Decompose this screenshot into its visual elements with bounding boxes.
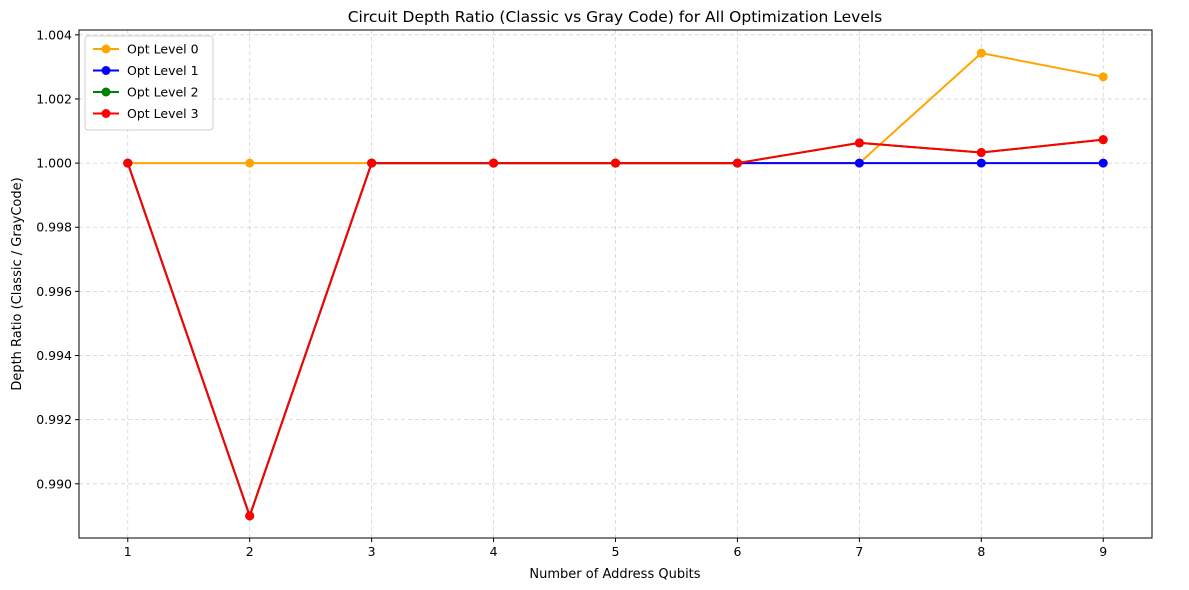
y-tick-label: 0.996 [36,284,72,299]
legend-label: Opt Level 2 [127,85,199,100]
legend-item: Opt Level 0 [93,42,199,57]
y-axis-ticks: 0.990 0.992 0.994 0.996 0.998 1.000 1.002 1.004 [36,27,79,491]
data-point [123,158,133,168]
x-axis-label: Number of Address Qubits [529,567,700,582]
legend-marker [101,66,111,75]
chart-title: Circuit Depth Ratio (Classic vs Gray Cod… [348,8,883,26]
y-tick-label: 0.990 [36,476,72,491]
y-tick-label: 1.004 [36,27,72,42]
data-point [854,138,864,148]
data-point [611,158,620,168]
y-tick-label: 1.000 [36,156,72,171]
legend-box [84,35,214,131]
x-tick-label: 3 [368,544,376,559]
series-opt-level-3 [123,135,1108,521]
data-point [976,158,986,168]
legend-marker [101,109,111,118]
y-tick-label: 1.002 [36,91,72,106]
legend-item: Opt Level 2 [93,85,199,100]
x-tick-label: 1 [124,544,132,559]
data-point [367,158,377,168]
x-tick-label: 2 [246,544,254,559]
data-point [245,158,255,168]
data-point [1098,158,1108,168]
x-tick-label: 7 [855,544,863,559]
legend: Opt Level 0 Opt Level 1 Opt Level 2 Opt Lev… [84,35,214,131]
data-point [1098,72,1108,82]
legend-label: Opt Level 0 [127,42,199,57]
data-point [1098,135,1108,145]
data-point [489,158,499,168]
data-point [976,148,986,158]
x-tick-label: 5 [612,544,620,559]
data-point [732,158,742,168]
y-tick-label: 0.998 [36,220,72,235]
data-point [976,48,986,58]
series-lines [123,48,1108,521]
x-tick-label: 6 [733,544,741,559]
grid [79,30,1152,538]
x-tick-label: 8 [977,544,985,559]
data-point [245,511,255,521]
x-tick-label: 4 [490,544,498,559]
y-tick-label: 0.992 [36,412,72,427]
data-point [854,158,864,168]
legend-marker [101,44,111,54]
legend-label: Opt Level 1 [127,63,199,78]
x-axis-ticks: 1 2 3 4 5 6 7 8 9 [124,538,1107,559]
y-tick-label: 0.994 [36,348,72,363]
x-tick-label: 9 [1099,544,1107,559]
y-axis-label: Depth Ratio (Classic / GrayCode) [10,177,25,390]
legend-item: Opt Level 1 [93,63,199,78]
legend-label: Opt Level 3 [127,106,199,121]
legend-marker [101,87,111,97]
legend-item: Opt Level 3 [93,106,199,121]
